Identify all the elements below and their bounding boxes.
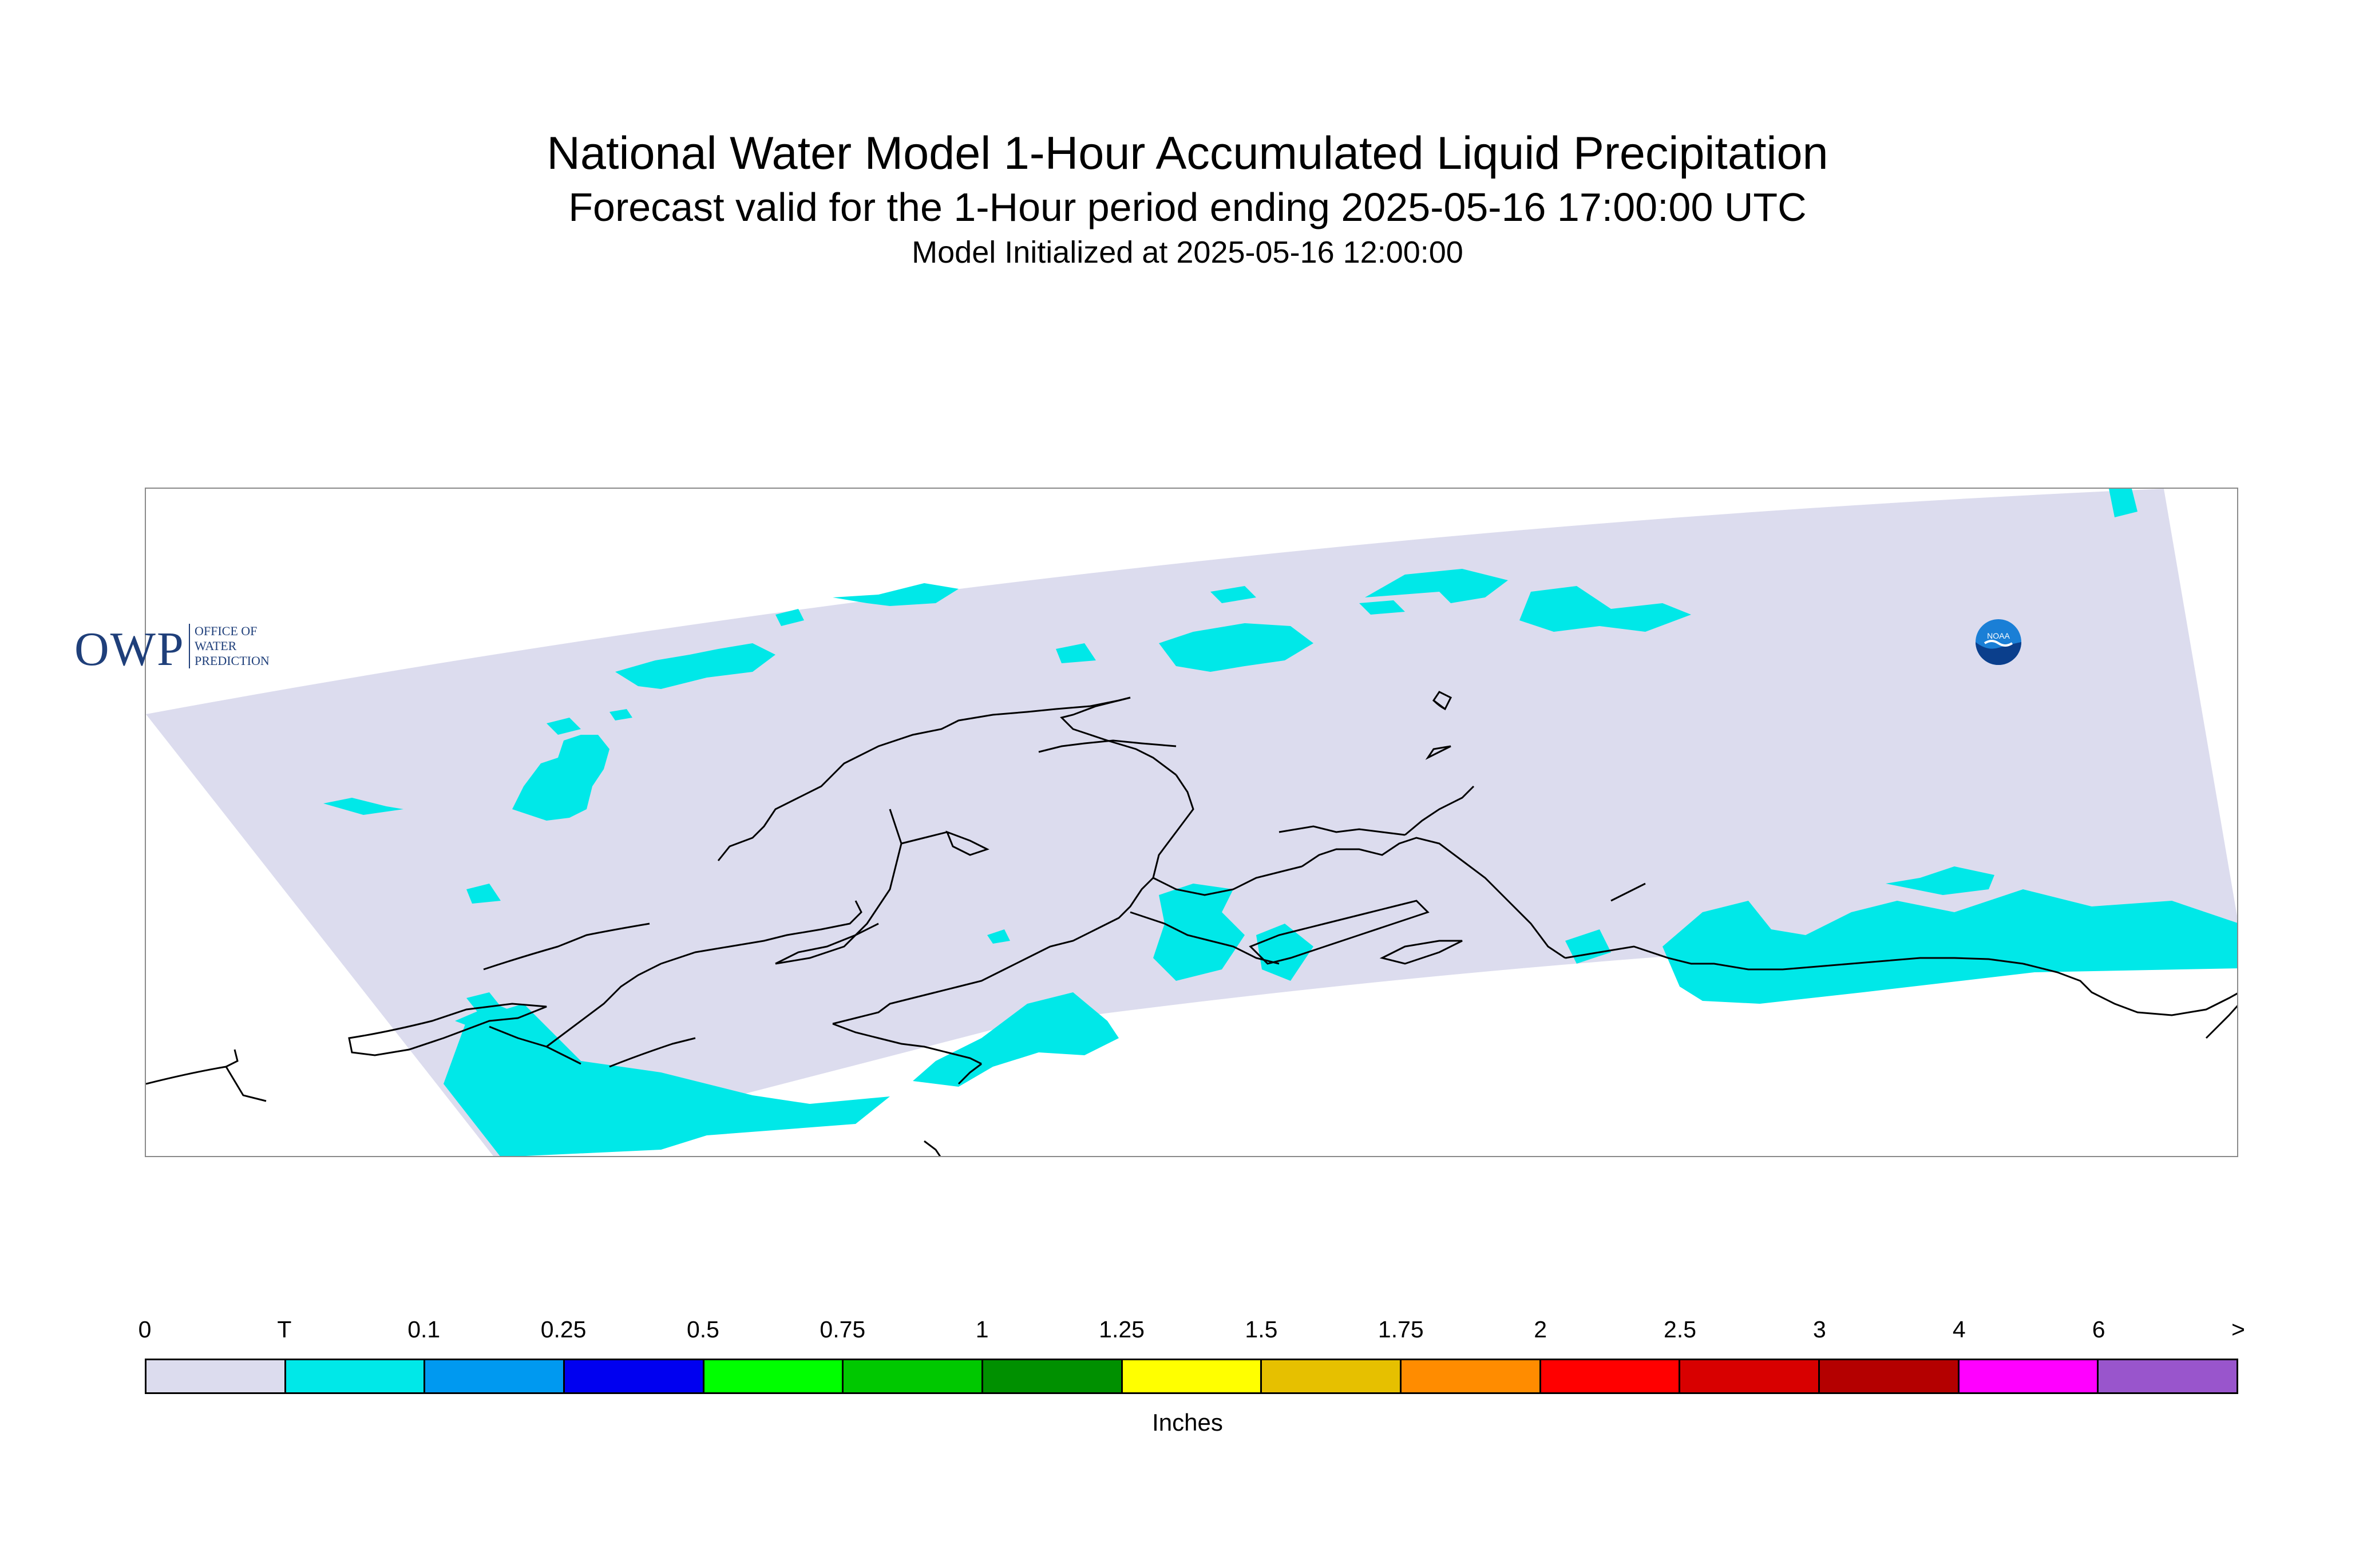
colorbar-swatch: [983, 1360, 1123, 1392]
colorbar-tick-label: >: [2231, 1316, 2245, 1343]
colorbar-swatch: [1820, 1360, 1960, 1392]
colorbar-tick-label: 1: [975, 1316, 989, 1343]
colorbar-swatch: [1122, 1360, 1262, 1392]
colorbar-tick-label: 2.5: [1664, 1316, 1697, 1343]
colorbar-swatch: [1402, 1360, 1541, 1392]
owp-logo: OWP OFFICE OF WATER PREDICTION: [74, 618, 429, 681]
colorbar-swatch: [1262, 1360, 1402, 1392]
colorbar-tick-label: T: [277, 1316, 292, 1343]
colorbar-labels: 0 T 0.1 0.25 0.5 0.75 1 1.25 1.5 1.75 2 2.5 3 4 6 >: [138, 1316, 2245, 1351]
colorbar: [145, 1359, 2238, 1394]
colorbar-swatch: [1959, 1360, 2099, 1392]
colorbar-swatch: [844, 1360, 984, 1392]
map-subtitle: Forecast valid for the 1-Hour period end…: [568, 185, 1807, 229]
noaa-logo-letters: NOAA: [1987, 631, 2010, 640]
colorbar-tick-label: 1.5: [1245, 1316, 1278, 1343]
colorbar-swatch: [1680, 1360, 1820, 1392]
colorbar-swatch: [565, 1360, 704, 1392]
colorbar-tick-label: 2: [1534, 1316, 1547, 1343]
model-domain: [146, 489, 2237, 1156]
colorbar-tick-label: 3: [1812, 1316, 1826, 1343]
map-title: National Water Model 1-Hour Accumulated …: [547, 128, 1828, 179]
map-canvas: [146, 489, 2237, 1156]
owp-logo-letters: OWP: [74, 623, 185, 676]
trace-precip-areas: [323, 489, 2237, 1156]
colorbar-units: Inches: [1152, 1409, 1223, 1436]
colorbar-tick-label: 0.5: [686, 1316, 719, 1343]
colorbar-tick-label: 6: [2092, 1316, 2105, 1343]
colorbar-swatch: [147, 1360, 286, 1392]
colorbar-tick-label: 0: [138, 1316, 152, 1343]
colorbar-tick-label: 4: [1952, 1316, 1966, 1343]
colorbar-swatch: [1541, 1360, 1681, 1392]
colorbar-tick-label: 0.1: [407, 1316, 441, 1343]
model-init-line: Model Initialized at 2025-05-16 12:00:00: [912, 235, 1463, 270]
owp-logo-subtitle: OFFICE OF WATER PREDICTION: [189, 624, 270, 668]
colorbar-swatch: [425, 1360, 565, 1392]
colorbar-tick-label: 1.25: [1099, 1316, 1145, 1343]
colorbar-tick-label: 1.75: [1378, 1316, 1424, 1343]
coastlines: [146, 691, 2237, 1156]
colorbar-swatch: [704, 1360, 844, 1392]
owp-logo-line: PREDICTION: [195, 654, 270, 668]
owp-logo-line: OFFICE OF: [195, 624, 258, 638]
noaa-logo: NOAA: [1976, 619, 2021, 665]
colorbar-tick-label: 0.75: [820, 1316, 866, 1343]
colorbar-tick-label: 0.25: [540, 1316, 587, 1343]
owp-logo-line: WATER: [195, 639, 237, 653]
map-panel: [145, 488, 2238, 1157]
colorbar-swatch: [2099, 1360, 2237, 1392]
colorbar-swatch: [286, 1360, 426, 1392]
